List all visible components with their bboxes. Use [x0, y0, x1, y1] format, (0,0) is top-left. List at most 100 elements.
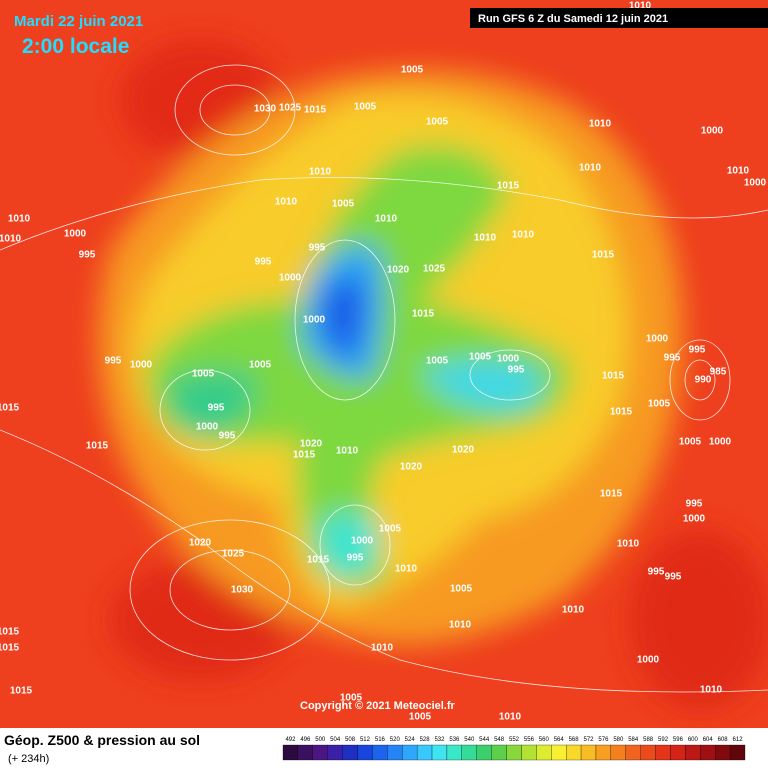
pressure-label: 1020: [387, 265, 410, 276]
pressure-label: 1010: [371, 643, 394, 654]
scale-label: 528: [420, 737, 431, 743]
pressure-label: 995: [648, 567, 665, 578]
pressure-label: 1005: [648, 399, 671, 410]
pressure-label: 1010: [336, 446, 359, 457]
pressure-label: 1005: [340, 693, 363, 704]
pressure-label: 1000: [709, 437, 732, 448]
scale-label: 584: [628, 737, 639, 743]
pressure-label: 1005: [426, 117, 449, 128]
pressure-label: 1005: [409, 712, 432, 723]
scale-label: 580: [613, 737, 624, 743]
pressure-label: 1010: [499, 712, 522, 723]
pressure-label: 990: [695, 375, 712, 386]
pressure-label: 1030: [254, 104, 277, 115]
pressure-label: 1025: [222, 549, 245, 560]
pressure-label: 1005: [332, 199, 355, 210]
pressure-label: 995: [105, 356, 122, 367]
map: 1005 1030 1025 1015 1005 1005 1010 1000 1010 1010…: [0, 0, 768, 728]
scale-swatch: [640, 744, 656, 761]
scale-swatch: [700, 744, 716, 761]
scale-label: 496: [300, 737, 311, 743]
pressure-label: 1000: [744, 178, 767, 189]
pressure-label: 1005: [379, 524, 402, 535]
scale-swatch: [342, 744, 358, 761]
pressure-label: 1000: [497, 354, 520, 365]
pressure-label: 1000: [130, 360, 153, 371]
pressure-label: 1005: [192, 369, 215, 380]
geopotential-field: [97, 40, 768, 710]
scale-label: 536: [449, 737, 460, 743]
pressure-label: 995: [219, 431, 236, 442]
pressure-label: 1005: [354, 102, 377, 113]
pressure-label: 1010: [309, 167, 332, 178]
pressure-label: 1010: [395, 564, 418, 575]
pressure-label: 1010: [275, 197, 298, 208]
scale-swatch: [446, 744, 462, 761]
scale-swatch: [670, 744, 686, 761]
scale-label: 524: [405, 737, 416, 743]
scale-swatch: [476, 744, 492, 761]
pressure-label: 1005: [401, 65, 424, 76]
scale-swatch: [595, 744, 612, 761]
pressure-labels: 1005 1030 1025 1015 1005 1005 1010 1000 1010 1010…: [0, 1, 767, 723]
scale-swatch: [715, 744, 731, 761]
pressure-label: 1010: [474, 233, 497, 244]
scale-label: 604: [703, 737, 714, 743]
scale-label: 560: [539, 737, 550, 743]
pressure-label: 1015: [304, 105, 327, 116]
pressure-label: 1000: [64, 229, 87, 240]
scale-swatch: [566, 744, 582, 761]
scale-label: 596: [673, 737, 684, 743]
scale-label: 532: [434, 737, 445, 743]
scale-swatch: [655, 744, 671, 761]
pressure-label: 1015: [293, 450, 316, 461]
scale-swatch: [580, 744, 597, 761]
scale-label: 600: [688, 737, 699, 743]
scale-label: 572: [584, 737, 595, 743]
pressure-label: 995: [309, 243, 326, 254]
scale-label: 608: [718, 737, 729, 743]
pressure-label: 1010: [0, 234, 22, 245]
pressure-label: 995: [664, 353, 681, 364]
pressure-label: 995: [689, 345, 706, 356]
pressure-label: 1015: [0, 403, 20, 414]
copyright: Copyright © 2021 Meteociel.fr: [300, 700, 456, 712]
scale-swatch: [402, 744, 418, 761]
pressure-label: 985: [710, 367, 727, 378]
pressure-label: 1015: [412, 309, 435, 320]
pressure-label: 1000: [646, 334, 669, 345]
pressure-label: 1010: [562, 605, 585, 616]
pressure-label: 1000: [279, 273, 302, 284]
pressure-label: 995: [255, 257, 272, 268]
pressure-label: 1015: [600, 489, 623, 500]
pressure-label: 995: [208, 403, 225, 414]
pressure-label: 1015: [497, 181, 520, 192]
scale-swatch: [297, 744, 313, 761]
scale-swatch: [729, 744, 746, 761]
scale-swatch: [610, 744, 626, 761]
scale-label: 552: [509, 737, 520, 743]
scale-swatch: [521, 744, 537, 761]
scale-swatch: [357, 744, 373, 761]
pressure-label: 1010: [589, 119, 612, 130]
scale-label: 492: [285, 737, 296, 743]
pressure-label: 995: [508, 365, 525, 376]
pressure-label: 1000: [351, 536, 374, 547]
scale-swatch: [416, 744, 433, 761]
pressure-label: 1015: [0, 643, 20, 654]
pressure-label: 1005: [450, 584, 473, 595]
pressure-label: 1025: [423, 264, 446, 275]
scale-label: 520: [390, 737, 401, 743]
pressure-label: 995: [686, 499, 703, 510]
scale-label: 564: [554, 737, 565, 743]
scale-label: 612: [733, 737, 744, 743]
pressure-label: 1010: [8, 214, 31, 225]
pressure-label: 995: [665, 572, 682, 583]
pressure-label: 1010: [375, 214, 398, 225]
scale-label: 508: [345, 737, 356, 743]
pressure-label: 1015: [86, 441, 109, 452]
pressure-label: 1030: [231, 585, 254, 596]
scale-swatch: [491, 744, 507, 761]
scale-label: 516: [375, 737, 386, 743]
pressure-label: 1015: [10, 686, 33, 697]
